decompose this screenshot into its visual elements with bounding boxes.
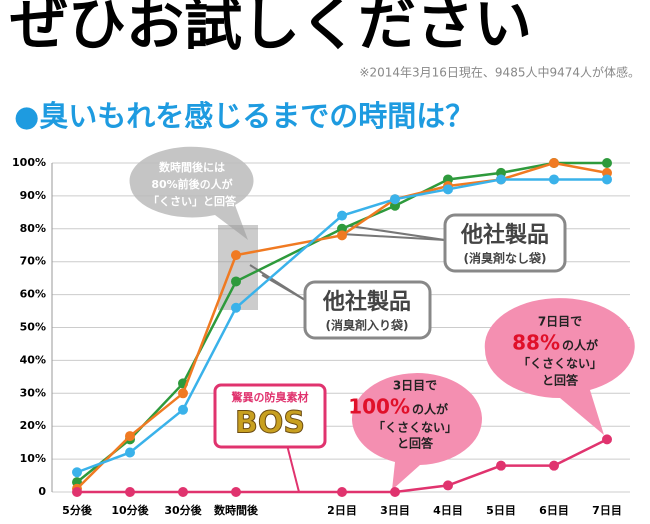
y-tick-label: 0 xyxy=(38,485,46,498)
data-point xyxy=(496,174,506,185)
x-tick-label: 5分後 xyxy=(62,503,93,517)
annotation-text: 7日目で xyxy=(538,315,582,329)
x-tick-label: 7日目 xyxy=(592,504,622,517)
y-tick-label: 10% xyxy=(20,452,46,465)
data-point xyxy=(549,158,559,168)
x-tick-label: 4日目 xyxy=(433,504,463,517)
data-point xyxy=(72,487,82,497)
annotation-text: 100% xyxy=(348,395,410,419)
bubble xyxy=(351,373,482,490)
data-point xyxy=(602,434,612,445)
data-point xyxy=(125,431,135,442)
annotation-text: の人が xyxy=(562,338,598,353)
annotation-text: 他社製品 xyxy=(322,289,411,315)
annotations xyxy=(129,146,635,493)
y-tick-label: 40% xyxy=(20,353,46,366)
data-point xyxy=(125,487,135,497)
data-point xyxy=(602,174,612,185)
x-tick-label: 5日目 xyxy=(486,504,516,517)
data-point xyxy=(549,174,559,185)
annotation-text: 「くさくない」 xyxy=(373,420,457,435)
data-point xyxy=(337,210,347,221)
annotation-text: 驚異の防臭素材 xyxy=(231,390,309,404)
data-point xyxy=(178,487,188,497)
data-point xyxy=(602,158,612,168)
annotation-text: 数時間後には xyxy=(159,160,225,174)
data-point xyxy=(231,276,241,287)
connector xyxy=(286,444,300,493)
annotation-text: と回答 xyxy=(542,373,579,388)
y-tick-label: 30% xyxy=(20,386,46,399)
data-point xyxy=(337,487,347,497)
connector xyxy=(349,225,446,241)
data-point xyxy=(549,460,559,471)
data-point xyxy=(231,302,241,313)
note: ※2014年3月16日現在、9485人中9474人が体感。 xyxy=(359,65,640,80)
series-line xyxy=(77,438,608,494)
callout-box xyxy=(303,280,432,340)
x-tick-label: 6日目 xyxy=(539,504,569,517)
bubble xyxy=(129,146,254,240)
annotation-text: 80%前後の人が xyxy=(151,177,232,191)
annotation-text: 「くさくない」 xyxy=(518,356,602,371)
data-point xyxy=(178,388,188,399)
data-point xyxy=(72,467,82,478)
data-point xyxy=(125,447,135,458)
data-point xyxy=(390,487,400,497)
callout-box xyxy=(443,213,567,273)
annotation-text: (消臭剤入り袋) xyxy=(326,318,409,333)
x-tick-label: 10分後 xyxy=(111,503,149,517)
bubble xyxy=(484,298,635,435)
y-tick-label: 80% xyxy=(20,222,46,235)
chart-title: ●臭いもれを感じるまでの時間は？ xyxy=(14,99,474,133)
highlight xyxy=(218,225,258,310)
data-point xyxy=(390,194,400,205)
data-point xyxy=(337,230,347,241)
annotation-text: の人が xyxy=(412,402,448,417)
annotation-text: 3日目で xyxy=(393,379,437,393)
annotation-text: と回答 xyxy=(397,436,434,451)
x-tick-label: 3日目 xyxy=(380,504,410,517)
plot xyxy=(72,158,612,497)
bos-badge xyxy=(213,383,327,449)
x-tick-label: 30分後 xyxy=(164,503,202,517)
y-tick-label: 50% xyxy=(20,321,46,334)
y-tick-label: 60% xyxy=(20,288,46,301)
series-line xyxy=(76,178,607,474)
x-tick-label: 数時間後 xyxy=(214,503,259,517)
annotation-text: (消臭剤なし袋) xyxy=(464,251,547,266)
data-point xyxy=(496,460,506,471)
y-tick-label: 70% xyxy=(20,255,46,268)
data-point xyxy=(443,184,453,195)
y-tick-label: 20% xyxy=(20,419,46,432)
y-tick-label: 90% xyxy=(20,189,46,202)
annotation-text: BOS xyxy=(235,406,305,441)
data-point xyxy=(231,487,241,497)
headline: ぜひお試しください xyxy=(10,0,532,58)
y-tick-label: 100% xyxy=(12,156,46,169)
data-point xyxy=(231,250,241,261)
annotation-text: 「くさい」と回答 xyxy=(148,194,237,208)
connector xyxy=(340,233,446,241)
data-point xyxy=(178,404,188,415)
annotation-text: 88% xyxy=(512,331,560,355)
x-tick-label: 2日目 xyxy=(327,504,357,517)
annotation-text: 他社製品 xyxy=(460,222,549,248)
series-line xyxy=(76,161,608,490)
data-point xyxy=(443,480,453,491)
